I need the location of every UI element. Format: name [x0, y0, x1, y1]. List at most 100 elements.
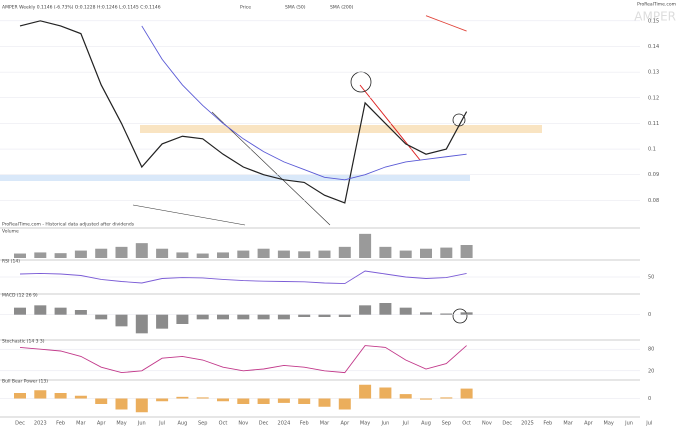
bar — [460, 388, 473, 399]
bar — [34, 252, 47, 258]
footnote: ProRealTime.com - Historical data adjust… — [2, 222, 135, 228]
x-tick-label: Oct — [462, 421, 471, 427]
panel-title: Stochastic (14 3 3) — [2, 339, 45, 345]
bar — [338, 246, 351, 258]
y-tick-label: 0.15 — [648, 18, 659, 24]
x-tick-label: Sep — [442, 421, 451, 427]
bar — [359, 305, 372, 315]
bar — [338, 314, 351, 317]
bar — [420, 248, 432, 258]
bar — [74, 395, 87, 399]
x-tick-label: Jul — [402, 421, 409, 427]
bar — [156, 314, 169, 329]
x-tick-label: Jul — [158, 421, 165, 427]
bar — [14, 307, 26, 315]
x-tick-label: Dec — [502, 421, 512, 427]
x-tick-label: 2025 — [521, 421, 534, 427]
bar — [277, 398, 290, 403]
panel-title: Bull Bear Power (13) — [2, 379, 48, 385]
bar — [14, 253, 26, 258]
x-tick-label: Mar — [76, 421, 86, 427]
bar — [420, 398, 432, 400]
y-tick-label: 0 — [648, 312, 651, 318]
bar — [14, 393, 26, 399]
bar — [298, 398, 311, 404]
trend-line — [359, 84, 421, 161]
bar — [95, 398, 108, 404]
x-tick-label: Feb — [56, 421, 65, 427]
x-tick-label: Apr — [584, 421, 594, 427]
y-tick-label: 0.13 — [648, 70, 659, 76]
x-tick-label: Apr — [340, 421, 350, 427]
y-tick-label: 0.1 — [648, 147, 656, 153]
bar — [277, 250, 290, 258]
x-tick-label: Dec — [15, 421, 25, 427]
bar — [34, 305, 47, 315]
y-tick-label: 0.09 — [648, 172, 659, 178]
series-line — [19, 270, 467, 285]
bar — [420, 312, 432, 315]
x-tick-label: Mar — [563, 421, 573, 427]
y-tick-label: 0 — [648, 396, 651, 402]
x-tick-label: Nov — [238, 421, 248, 427]
bar — [277, 314, 290, 320]
bar — [298, 314, 311, 317]
x-tick-label: May — [604, 421, 614, 427]
bar — [440, 247, 453, 258]
support-zone — [0, 175, 470, 181]
bar — [338, 398, 351, 410]
bar — [176, 396, 189, 399]
bar — [95, 314, 108, 320]
y-tick-label: 0.12 — [648, 95, 659, 101]
x-tick-label: Nov — [482, 421, 492, 427]
highlight-circle — [452, 308, 468, 324]
bar — [237, 398, 250, 404]
bar — [115, 398, 128, 410]
bar — [54, 393, 67, 399]
x-tick-label: Oct — [219, 421, 228, 427]
bar — [379, 387, 392, 399]
bar — [237, 250, 250, 258]
bar — [54, 307, 67, 315]
bar — [359, 233, 372, 258]
panel-title: MACD (12 26 9) — [2, 293, 38, 299]
y-tick-label: 80 — [648, 347, 654, 353]
bar — [359, 384, 372, 399]
x-tick-label: Jun — [624, 421, 633, 427]
bar — [318, 314, 331, 317]
resistance-zone — [140, 125, 542, 133]
y-tick-label: 0.11 — [648, 121, 659, 127]
bar — [217, 314, 229, 320]
bar — [176, 252, 189, 258]
x-tick-label: May — [360, 421, 370, 427]
x-tick-label: Dec — [259, 421, 269, 427]
legend-label: SMA (200) — [330, 5, 354, 11]
panel-title: Volume — [2, 229, 19, 235]
x-tick-label: Apr — [97, 421, 107, 427]
panel-title: AMPER Weekly 0.1146 (-6.73%) O:0.1228 H:… — [2, 5, 161, 11]
bar — [135, 398, 148, 413]
x-tick-label: Feb — [300, 421, 309, 427]
bar — [318, 250, 331, 258]
y-tick-label: 0.14 — [648, 44, 659, 50]
legend-label: Price — [240, 5, 251, 11]
bar — [196, 253, 209, 258]
trend-line — [211, 111, 331, 226]
y-tick-label: 50 — [648, 275, 654, 281]
bar — [54, 253, 67, 258]
x-tick-label: Aug — [178, 421, 188, 427]
watermark: AMPER — [634, 10, 676, 24]
trend-line — [132, 204, 246, 226]
x-tick-label: 2024 — [278, 421, 291, 427]
bar — [196, 397, 209, 399]
bar — [217, 398, 229, 402]
bar — [460, 245, 473, 258]
legend-label: SMA (50) — [285, 5, 306, 11]
bar — [440, 313, 453, 315]
bar — [34, 390, 47, 399]
bar — [257, 398, 270, 404]
bar — [399, 250, 412, 258]
bar — [135, 314, 148, 334]
